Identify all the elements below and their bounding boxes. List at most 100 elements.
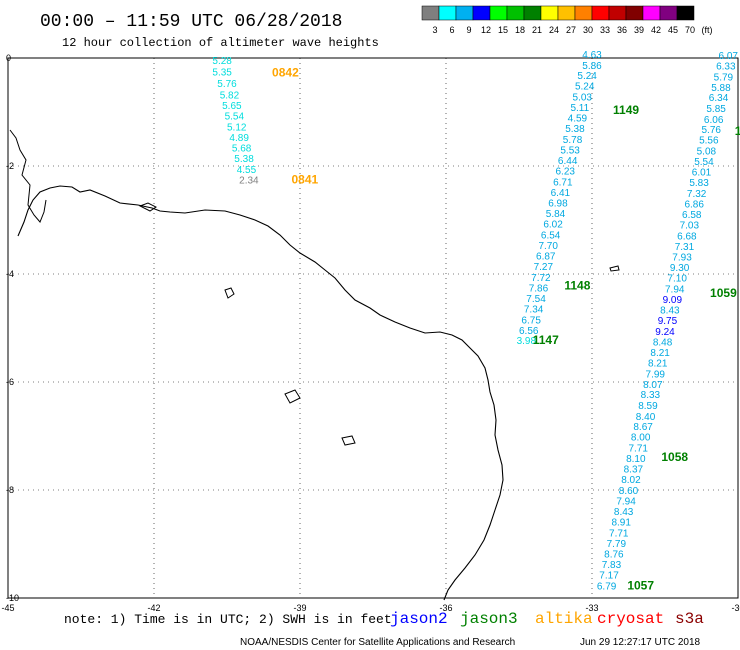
- wave-height-label: 5.03: [573, 92, 593, 103]
- wave-height-label: 6.86: [684, 200, 704, 211]
- color-scale: 3 6 9 12 15 18 21 24 27 30 33 36 39 42 45 70 (ft): [421, 5, 713, 35]
- wave-height-label: 6.41: [551, 188, 571, 199]
- wave-height-label: 8.59: [638, 401, 658, 412]
- legend-altika: altika: [535, 610, 593, 628]
- wave-height-label: 5.24: [575, 82, 595, 93]
- scale-label: 27: [566, 25, 576, 35]
- wave-height-label: 5.54: [694, 157, 714, 168]
- scale-label: 12: [481, 25, 491, 35]
- x-tick-label: -39: [293, 603, 306, 613]
- scale-label: 39: [634, 25, 644, 35]
- wave-height-label: 5.56: [699, 136, 719, 147]
- scale-swatch: [506, 5, 525, 21]
- scale-swatch: [625, 5, 644, 21]
- wave-height-label: 6.33: [716, 62, 736, 73]
- wave-height-label: 5.85: [706, 104, 726, 115]
- wave-height-label: 8.33: [641, 390, 661, 401]
- scale-swatch: [489, 5, 508, 21]
- scale-label: 9: [466, 25, 471, 35]
- scale-label: 30: [583, 25, 593, 35]
- scale-swatch: [574, 5, 593, 21]
- x-tick-label: -33: [585, 603, 598, 613]
- y-tick-label: -8: [6, 485, 14, 495]
- wave-height-label: 7.10: [667, 274, 687, 285]
- island-1: [224, 287, 235, 299]
- wave-height-label: 2.34: [239, 175, 259, 186]
- scale-swatch: [472, 5, 491, 21]
- y-axis-ticks: 0 -2 -4 -6 -8 -10: [6, 53, 19, 603]
- scale-label: 33: [600, 25, 610, 35]
- wave-height-label: 8.37: [624, 465, 644, 476]
- wave-height-label: 7.70: [538, 241, 558, 252]
- wave-height-label: 7.72: [531, 273, 551, 284]
- wave-height-label: 6.01: [692, 168, 712, 179]
- wave-height-label: 6.87: [536, 251, 556, 262]
- wave-height-label: 8.91: [611, 517, 631, 528]
- wave-height-label: 6.23: [555, 166, 575, 177]
- wave-height-label: 8.07: [643, 380, 663, 391]
- wave-height-label: 4.63: [582, 50, 602, 61]
- wave-height-label: 4.55: [237, 165, 257, 176]
- wave-height-label: 7.99: [646, 369, 666, 380]
- pass-time-label: 1100: [735, 124, 740, 138]
- coastline: [17, 185, 504, 601]
- footer-note: note: 1) Time is in UTC; 2) SWH is in fe…: [64, 612, 392, 627]
- scale-swatch: [642, 5, 661, 21]
- wave-height-label: 5.83: [689, 178, 709, 189]
- plot-frame: [7, 57, 739, 599]
- wave-height-label: 8.48: [653, 337, 673, 348]
- pass-time-label: 1058: [661, 450, 688, 464]
- wave-height-label: 8.02: [621, 475, 641, 486]
- wave-height-label: 6.54: [541, 231, 561, 242]
- scale-swatch: [676, 5, 695, 21]
- wave-height-label: 9.30: [670, 263, 690, 274]
- scale-label: 24: [549, 25, 559, 35]
- wave-height-label: 7.94: [665, 285, 685, 296]
- scale-label: 45: [668, 25, 678, 35]
- wave-height-label: 7.54: [526, 294, 546, 305]
- y-tick-label: 0: [6, 53, 11, 63]
- wave-height-label: 7.32: [687, 189, 707, 200]
- pass-time-label: 1147: [533, 333, 559, 347]
- wave-height-label: 6.06: [704, 115, 724, 126]
- wave-height-label: 8.60: [619, 486, 639, 497]
- wave-height-label: 7.86: [529, 283, 549, 294]
- island-3: [341, 435, 356, 446]
- island-2: [284, 389, 301, 404]
- scale-swatch: [591, 5, 610, 21]
- wave-height-label: 6.58: [682, 210, 702, 221]
- x-tick-label: -30: [731, 603, 740, 613]
- page-subtitle: 12 hour collection of altimeter wave hei…: [62, 36, 379, 50]
- wave-height-label: 8.21: [648, 359, 668, 370]
- scale-label: 70: [685, 25, 695, 35]
- wave-height-label: 7.71: [609, 528, 629, 539]
- pass-time-label: 1059: [710, 286, 737, 300]
- scale-swatch: [540, 5, 559, 21]
- footer-timestamp: Jun 29 12:27:17 UTC 2018: [580, 637, 701, 648]
- wave-height-label: 5.86: [582, 61, 602, 72]
- scale-label: 18: [515, 25, 525, 35]
- wave-height-label: 4.59: [568, 114, 588, 125]
- wave-height-label: 7.31: [675, 242, 695, 253]
- wave-height-label: 5.78: [563, 135, 583, 146]
- y-tick-label: -10: [6, 593, 19, 603]
- wave-height-label: 5.38: [234, 154, 254, 165]
- wave-height-label: 8.76: [604, 550, 624, 561]
- wave-height-label: 6.98: [548, 199, 568, 210]
- wave-height-label: 9.09: [663, 295, 683, 306]
- plot-area: 5.285.355.765.825.655.545.124.895.685.38…: [7, 50, 740, 601]
- legend-cryosat: cryosat: [597, 610, 664, 628]
- wave-height-label: 7.34: [524, 305, 544, 316]
- wave-height-label: 7.94: [616, 497, 636, 508]
- x-tick-label: -45: [1, 603, 14, 613]
- wave-height-label: 5.79: [714, 72, 734, 83]
- wave-height-label: 8.43: [660, 305, 680, 316]
- wave-height-label: 5.12: [227, 123, 247, 134]
- wave-height-label: 6.71: [553, 177, 573, 188]
- scale-swatch: [608, 5, 627, 21]
- x-axis-ticks: -45 -42 -39 -36 -33 -30: [1, 603, 740, 613]
- y-tick-label: -6: [6, 377, 14, 387]
- scale-swatch: [421, 5, 440, 21]
- scale-label: 36: [617, 25, 627, 35]
